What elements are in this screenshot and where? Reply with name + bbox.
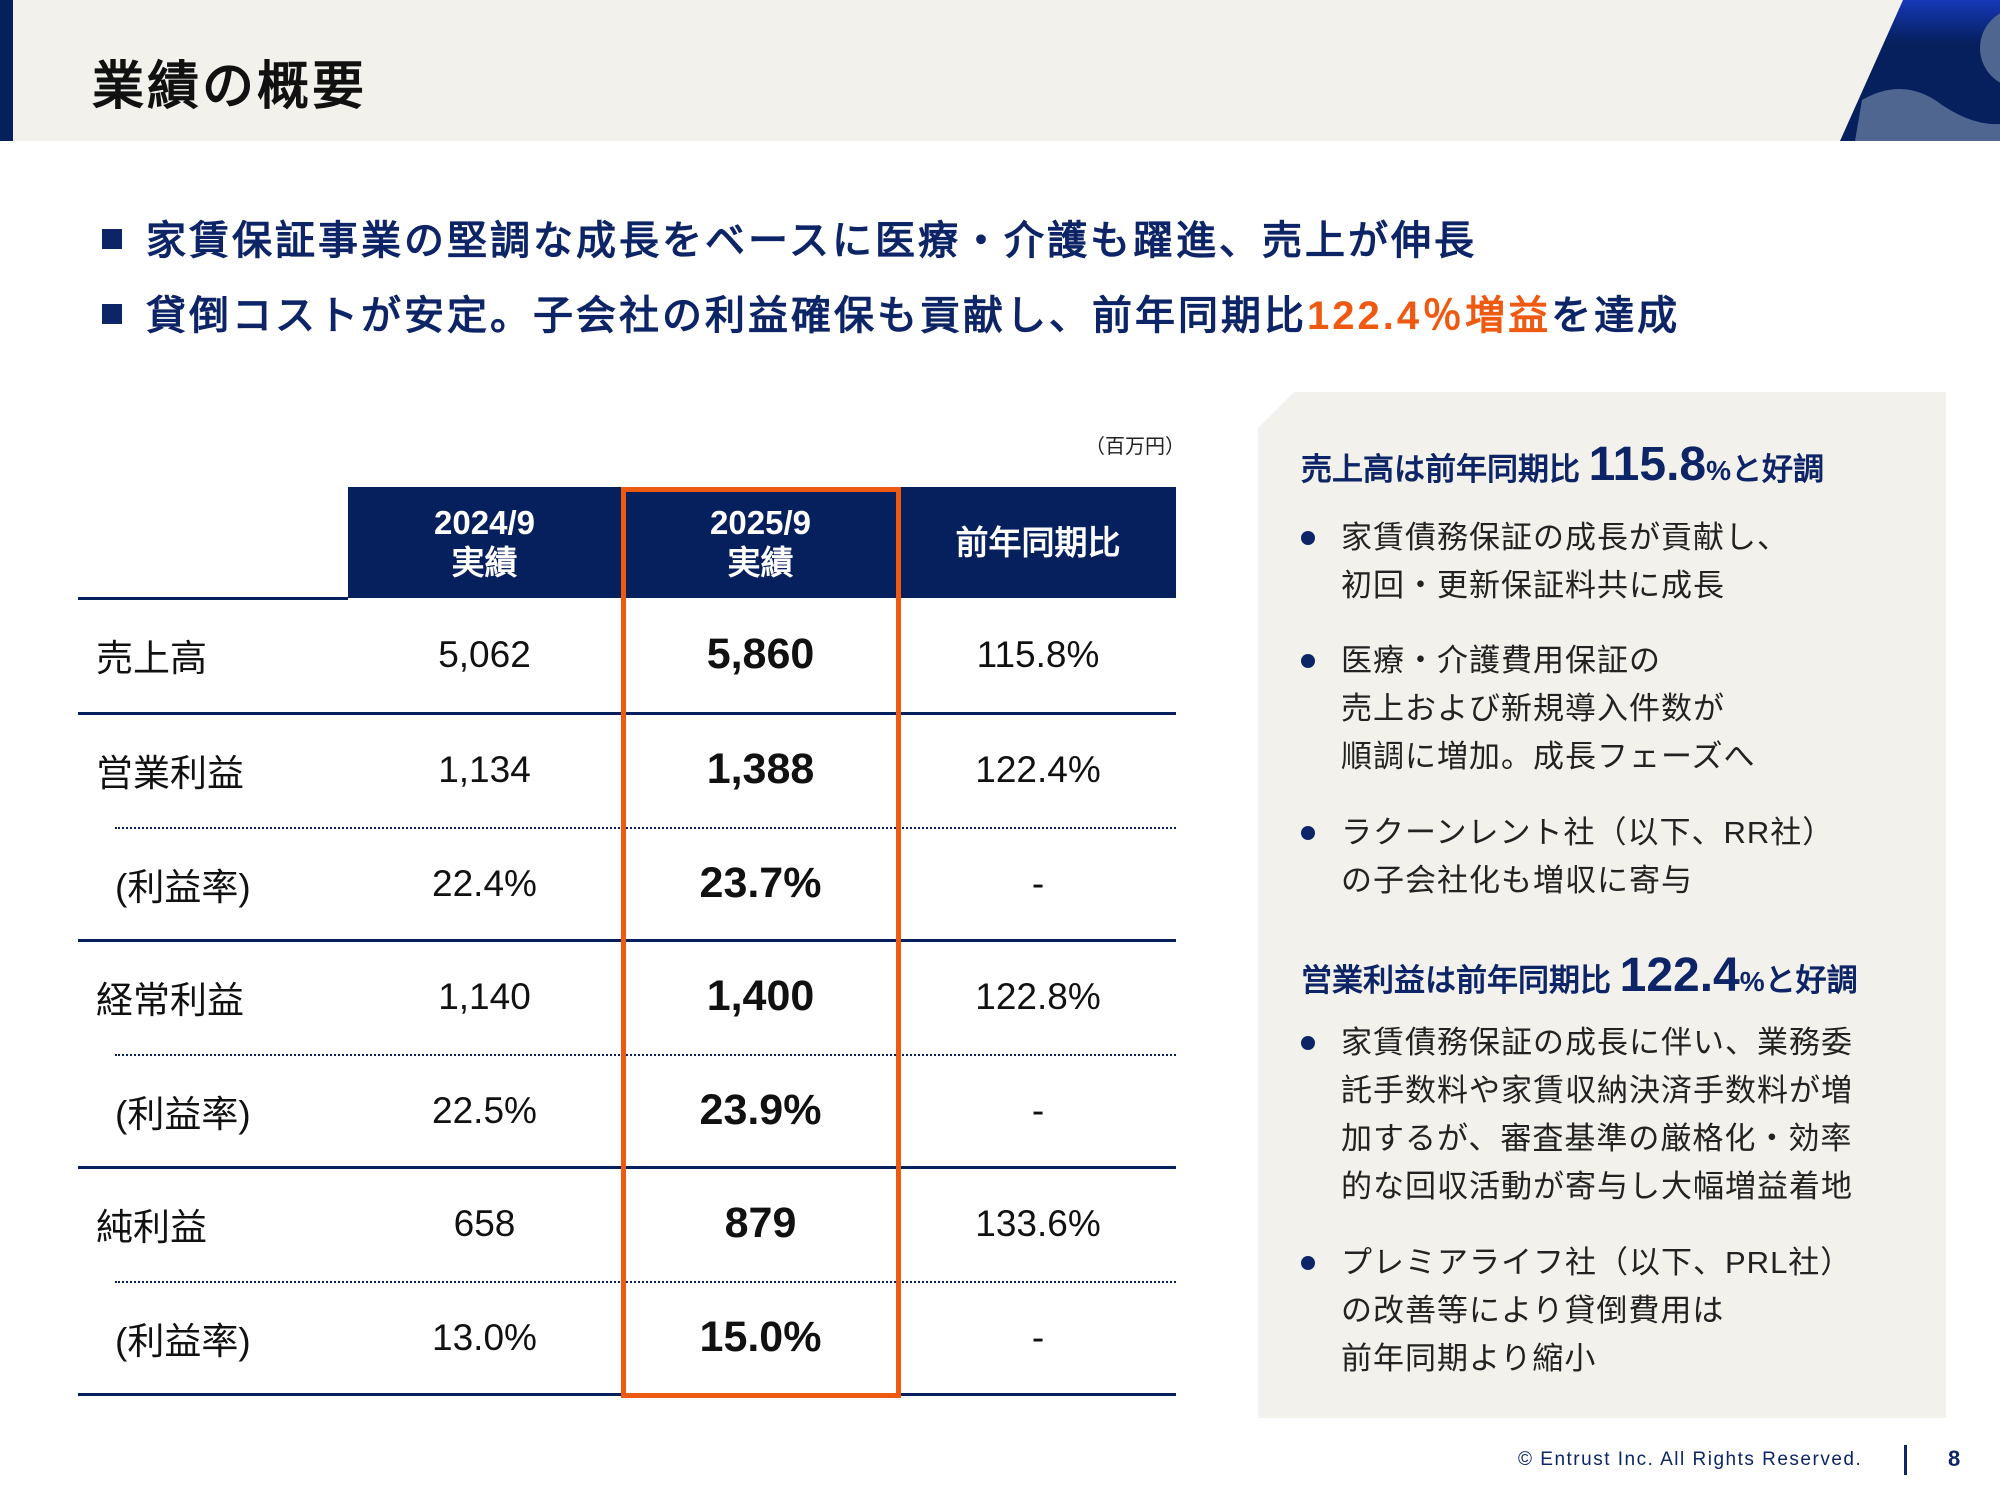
header-line: 前年同期比 [955, 523, 1121, 561]
panel-bullet-item: プレミアライフ社（以下、PRL社） の改善等により貸倒費用は 前年同期より縮小 [1301, 1239, 1852, 1383]
circle-bullet-icon [1301, 1036, 1315, 1050]
header-line: 実績 [727, 543, 794, 581]
bullet-line: 順調に増加。成長フェーズへ [1341, 739, 1756, 774]
row-label: (利益率) [115, 1093, 251, 1135]
row-divider-dotted [115, 1054, 1176, 1056]
bullet-line: 的な回収活動が寄与し大幅増益着地 [1341, 1169, 1853, 1204]
header-underline [78, 597, 348, 600]
value-2024: 22.5% [432, 1089, 537, 1131]
heading-text: と好調 [1731, 452, 1824, 487]
value-2025: 23.7% [699, 859, 822, 907]
value-yoy: - [1031, 1316, 1045, 1358]
value-2024: 1,140 [438, 975, 531, 1017]
row-label: 売上高 [96, 637, 207, 679]
value-yoy: 115.8% [976, 633, 1100, 675]
heading-number: 122.4 [1619, 949, 1740, 1002]
value-2025: 879 [724, 1199, 797, 1247]
bullet-line: 加するが、審査基準の厳格化・効率 [1341, 1121, 1853, 1156]
row-label: 経常利益 [96, 979, 244, 1021]
panel-bullet-item: 家賃債務保証の成長に伴い、業務委 託手数料や家賃収納決済手数料が増 加するが、審査基… [1301, 1019, 1853, 1211]
value-2024: 22.4% [432, 862, 537, 904]
unit-label: （百万円） [1085, 436, 1185, 458]
row-label: 純利益 [96, 1206, 207, 1248]
header-band: 業績の概要 [0, 0, 2000, 141]
value-2024: 1,134 [438, 748, 531, 790]
heading-text: と好調 [1764, 963, 1858, 998]
bullet-line: 初回・更新保証料共に成長 [1341, 568, 1725, 603]
panel-bullet-item: ラクーンレント社（以下、RR社） の子会社化も増収に寄与 [1301, 809, 1834, 905]
circle-bullet-icon [1301, 654, 1315, 668]
row-label: (利益率) [115, 866, 251, 908]
square-bullet-icon [102, 304, 122, 325]
heading-number: 115.8 [1588, 438, 1707, 491]
bullet-line: ラクーンレント社（以下、RR社） [1341, 815, 1835, 850]
value-yoy: 133.6% [975, 1202, 1101, 1244]
highlight-column-frame [621, 487, 901, 1398]
value-2025: 5,860 [706, 630, 815, 678]
bullet-line: の改善等により貸倒費用は [1341, 1293, 1725, 1328]
bullet-line: 医療・介護費用保証の [1341, 643, 1661, 678]
bullet-text: 貸倒コストが安定。子会社の利益確保も貢献し、前年同期比 [146, 294, 1307, 338]
value-yoy: - [1031, 862, 1045, 904]
panel-heading: 売上高は前年同期比 115.8%と好調 [1301, 437, 1824, 492]
value-yoy: 122.8% [975, 975, 1101, 1017]
value-2024: 658 [453, 1202, 516, 1244]
square-bullet-icon [102, 229, 122, 250]
panel-bullet-item: 医療・介護費用保証の売上および新規導入件数が 順調に増加。成長フェーズへ [1301, 637, 1755, 781]
row-label: 営業利益 [96, 752, 244, 794]
page-number: 8 [1948, 1446, 1961, 1471]
row-label: (利益率) [115, 1320, 251, 1362]
row-divider-dotted [115, 827, 1176, 829]
header-line: 2025/9 [710, 503, 811, 541]
value-2024: 5,062 [438, 633, 531, 675]
value-2025: 1,388 [706, 745, 815, 793]
row-divider-dotted [115, 1281, 1176, 1283]
summary-bullet-2: 貸倒コストが安定。子会社の利益確保も貢献し、前年同期比122.4％増益を達成 [102, 283, 1680, 341]
circle-bullet-icon [1301, 1256, 1315, 1270]
corner-decoration-logo [1840, 0, 2000, 141]
value-2025: 15.0% [699, 1313, 822, 1361]
column-header-yoy: 前年同期比 [900, 487, 1176, 598]
heading-percent: % [1706, 455, 1731, 486]
bullet-line: 売上および新規導入件数が [1341, 691, 1725, 726]
value-2024: 13.0% [432, 1316, 537, 1358]
panel-heading: 営業利益は前年同期比 122.4%と好調 [1301, 948, 1858, 1003]
column-header-2024: 2024/9 実績 [348, 487, 621, 598]
heading-text: 売上高は前年同期比 [1301, 452, 1589, 487]
heading-percent: % [1739, 966, 1765, 997]
heading-text: 営業利益は前年同期比 [1301, 963, 1620, 998]
row-divider [78, 1166, 1176, 1169]
circle-bullet-icon [1301, 531, 1315, 545]
value-2025: 1,400 [706, 972, 815, 1020]
bullet-line: の子会社化も増収に寄与 [1341, 863, 1693, 898]
column-header-2025: 2025/9 実績 [621, 487, 900, 598]
value-yoy: 122.4% [975, 748, 1101, 790]
bullet-text: 家賃保証事業の堅調な成長をベースに医療・介護も躍進、売上が伸長 [146, 219, 1477, 263]
bullet-line: 託手数料や家賃収納決済手数料が増 [1341, 1073, 1853, 1108]
header-line: 2024/9 [434, 503, 535, 541]
commentary-panel [1258, 392, 1946, 1418]
header-line: 実績 [451, 543, 518, 581]
bullet-line: 家賃債務保証の成長が貢献し、 [1341, 520, 1789, 555]
bullet-line: 家賃債務保証の成長に伴い、業務委 [1341, 1025, 1853, 1060]
row-divider [78, 939, 1176, 942]
footer-divider [1904, 1445, 1907, 1475]
bullet-text: を達成 [1551, 294, 1681, 338]
bullet-line: プレミアライフ社（以下、PRL社） [1341, 1245, 1853, 1280]
page-title: 業績の概要 [92, 58, 368, 116]
panel-bullet-item: 家賃債務保証の成長が貢献し、 初回・更新保証料共に成長 [1301, 514, 1789, 610]
circle-bullet-icon [1301, 826, 1315, 840]
bullet-line: 前年同期より縮小 [1341, 1341, 1597, 1376]
highlight-text: 122.4％増益 [1307, 294, 1552, 338]
summary-bullet-1: 家賃保証事業の堅調な成長をベースに医療・介護も躍進、売上が伸長 [102, 208, 1477, 266]
row-divider [78, 712, 1176, 715]
value-yoy: - [1031, 1089, 1045, 1131]
value-2025: 23.9% [699, 1086, 822, 1134]
header-accent-bar [0, 0, 13, 141]
copyright: © Entrust Inc. All Rights Reserved. [1518, 1449, 1863, 1470]
